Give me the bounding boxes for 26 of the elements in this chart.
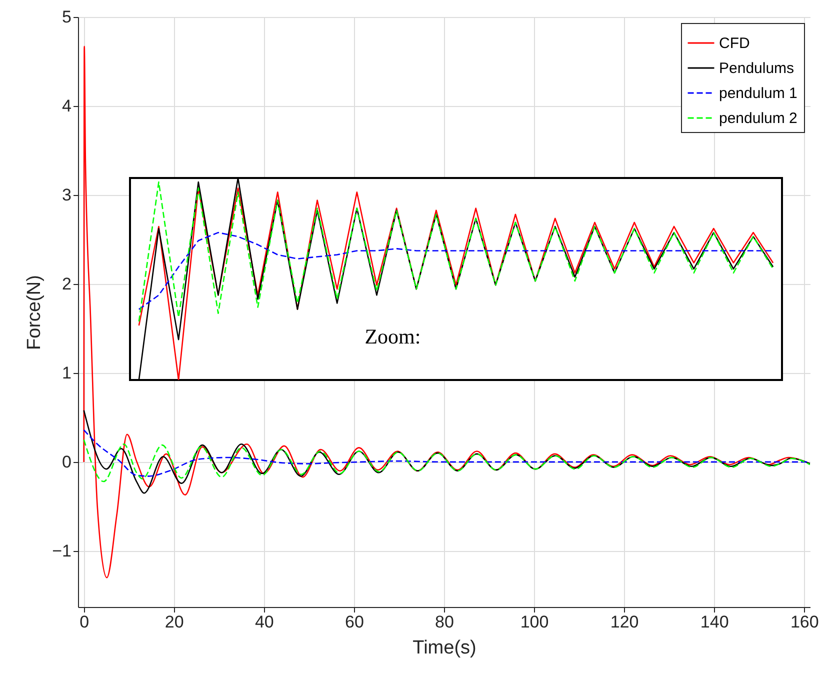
x-tick-label: 140: [700, 612, 729, 632]
y-tick-label: 5: [62, 8, 72, 26]
x-tick-label: 120: [610, 612, 639, 632]
y-tick-label: 1: [62, 363, 72, 382]
line-series: [83, 429, 810, 477]
y-tick-label: 3: [62, 185, 72, 204]
legend-label: pendulum 1: [719, 85, 798, 102]
x-tick-label: 80: [435, 612, 454, 632]
y-tick-label: 4: [62, 96, 72, 116]
x-tick-label: 160: [790, 612, 819, 632]
line-series: [83, 410, 810, 494]
legend-label: Pendulums: [719, 60, 794, 77]
y-tick-label: 0: [62, 452, 72, 472]
y-tick-label: 2: [62, 274, 72, 294]
legend-label: CFD: [719, 35, 750, 52]
x-tick-label: 40: [254, 612, 274, 632]
x-tick-label: 0: [80, 612, 90, 632]
x-axis-title: Time(s): [412, 638, 476, 658]
annotation: Zoom:: [364, 324, 421, 349]
x-tick-label: 20: [164, 612, 184, 632]
y-tick-label: −1: [52, 541, 72, 560]
line-series: [83, 439, 810, 482]
x-tick-label: 60: [345, 612, 364, 632]
legend-label: pendulum 2: [719, 110, 798, 127]
y-axis-title: Force(N): [24, 275, 46, 350]
x-tick-label: 100: [520, 612, 549, 632]
